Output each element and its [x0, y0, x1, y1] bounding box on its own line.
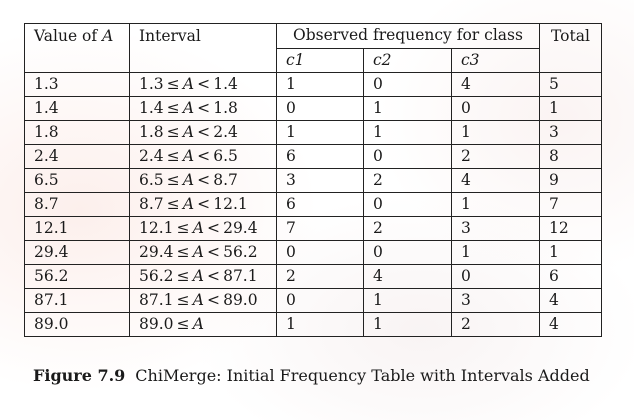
frequency-table-body: Value of A Interval Observed frequency f…: [24, 23, 602, 337]
table-row: 29.4 29.4 ≤ A < 56.2 0 0 1 1: [24, 240, 602, 265]
cell-c2: 0: [363, 72, 452, 97]
header-value-blank: [24, 48, 130, 73]
cell-c1: 7: [276, 216, 364, 241]
table-row: 1.8 1.8 ≤ A < 2.4 1 1 1 3: [24, 120, 602, 145]
table-row: 87.1 87.1 ≤ A < 89.0 0 1 3 4: [24, 288, 602, 313]
table-row: 1.3 1.3 ≤ A < 1.4 1 0 4 5: [24, 72, 602, 97]
cell-c3: 2: [451, 144, 540, 169]
cell-c1: 0: [276, 240, 364, 265]
cell-interval: 1.3 ≤ A < 1.4: [129, 72, 277, 97]
cell-value: 2.4: [24, 144, 130, 169]
header-interval: Interval: [129, 23, 277, 49]
cell-c1: 1: [276, 312, 364, 337]
cell-total: 1: [539, 96, 602, 121]
cell-interval: 29.4 ≤ A < 56.2: [129, 240, 277, 265]
cell-total: 6: [539, 264, 602, 289]
cell-c2: 1: [363, 96, 452, 121]
cell-c3: 1: [451, 120, 540, 145]
figure-caption-text: ChiMerge: Initial Frequency Table with I…: [135, 366, 590, 385]
cell-interval: 1.4 ≤ A < 1.8: [129, 96, 277, 121]
cell-c1: 3: [276, 168, 364, 193]
header-value-of-a: Value of A: [24, 23, 130, 49]
cell-total: 1: [539, 240, 602, 265]
table-row: 12.1 12.1 ≤ A < 29.4 7 2 3 12: [24, 216, 602, 241]
cell-c3: 3: [451, 288, 540, 313]
cell-total: 4: [539, 312, 602, 337]
frequency-table: Value of A Interval Observed frequency f…: [24, 23, 602, 337]
cell-total: 3: [539, 120, 602, 145]
cell-interval: 56.2 ≤ A < 87.1: [129, 264, 277, 289]
cell-total: 12: [539, 216, 602, 241]
cell-c3: 1: [451, 192, 540, 217]
figure-caption: Figure 7.9 ChiMerge: Initial Frequency Ta…: [33, 366, 590, 385]
cell-c3: 4: [451, 72, 540, 97]
cell-interval: 2.4 ≤ A < 6.5: [129, 144, 277, 169]
cell-interval: 6.5 ≤ A < 8.7: [129, 168, 277, 193]
table-row: 2.4 2.4 ≤ A < 6.5 6 0 2 8: [24, 144, 602, 169]
cell-c2: 2: [363, 216, 452, 241]
cell-total: 7: [539, 192, 602, 217]
header-interval-blank: [129, 48, 277, 73]
cell-interval: 8.7 ≤ A < 12.1: [129, 192, 277, 217]
cell-c3: 3: [451, 216, 540, 241]
cell-c2: 1: [363, 120, 452, 145]
cell-total: 8: [539, 144, 602, 169]
cell-value: 12.1: [24, 216, 130, 241]
table-row: 8.7 8.7 ≤ A < 12.1 6 0 1 7: [24, 192, 602, 217]
header-total-blank: [539, 48, 602, 73]
table-row: 6.5 6.5 ≤ A < 8.7 3 2 4 9: [24, 168, 602, 193]
cell-total: 5: [539, 72, 602, 97]
cell-c2: 4: [363, 264, 452, 289]
cell-value: 1.3: [24, 72, 130, 97]
header-row: Value of A Interval Observed frequency f…: [24, 23, 602, 49]
cell-c1: 1: [276, 120, 364, 145]
cell-c1: 6: [276, 192, 364, 217]
cell-interval: 12.1 ≤ A < 29.4: [129, 216, 277, 241]
cell-total: 9: [539, 168, 602, 193]
cell-c3: 2: [451, 312, 540, 337]
class-header-row: c1 c2 c3: [24, 48, 602, 73]
cell-value: 1.4: [24, 96, 130, 121]
figure-label: Figure 7.9: [33, 366, 126, 385]
cell-value: 56.2: [24, 264, 130, 289]
cell-c2: 0: [363, 192, 452, 217]
cell-interval: 89.0 ≤ A: [129, 312, 277, 337]
table-row: 56.2 56.2 ≤ A < 87.1 2 4 0 6: [24, 264, 602, 289]
cell-c2: 0: [363, 240, 452, 265]
cell-value: 1.8: [24, 120, 130, 145]
cell-c2: 0: [363, 144, 452, 169]
cell-c2: 2: [363, 168, 452, 193]
cell-value: 87.1: [24, 288, 130, 313]
variable-a: A: [102, 26, 114, 45]
cell-c3: 0: [451, 96, 540, 121]
header-observed-frequency: Observed frequency for class: [276, 23, 540, 49]
cell-c2: 1: [363, 312, 452, 337]
cell-value: 29.4: [24, 240, 130, 265]
cell-c1: 6: [276, 144, 364, 169]
cell-c1: 1: [276, 72, 364, 97]
header-total: Total: [539, 23, 602, 49]
cell-interval: 87.1 ≤ A < 89.0: [129, 288, 277, 313]
header-class-c2: c2: [363, 48, 452, 73]
cell-c1: 0: [276, 96, 364, 121]
cell-interval: 1.8 ≤ A < 2.4: [129, 120, 277, 145]
cell-c1: 0: [276, 288, 364, 313]
cell-c1: 2: [276, 264, 364, 289]
cell-c2: 1: [363, 288, 452, 313]
cell-c3: 1: [451, 240, 540, 265]
header-class-c3: c3: [451, 48, 540, 73]
header-class-c1: c1: [276, 48, 364, 73]
cell-value: 6.5: [24, 168, 130, 193]
cell-total: 4: [539, 288, 602, 313]
cell-c3: 4: [451, 168, 540, 193]
cell-value: 8.7: [24, 192, 130, 217]
cell-c3: 0: [451, 264, 540, 289]
table-row: 1.4 1.4 ≤ A < 1.8 0 1 0 1: [24, 96, 602, 121]
cell-value: 89.0: [24, 312, 130, 337]
